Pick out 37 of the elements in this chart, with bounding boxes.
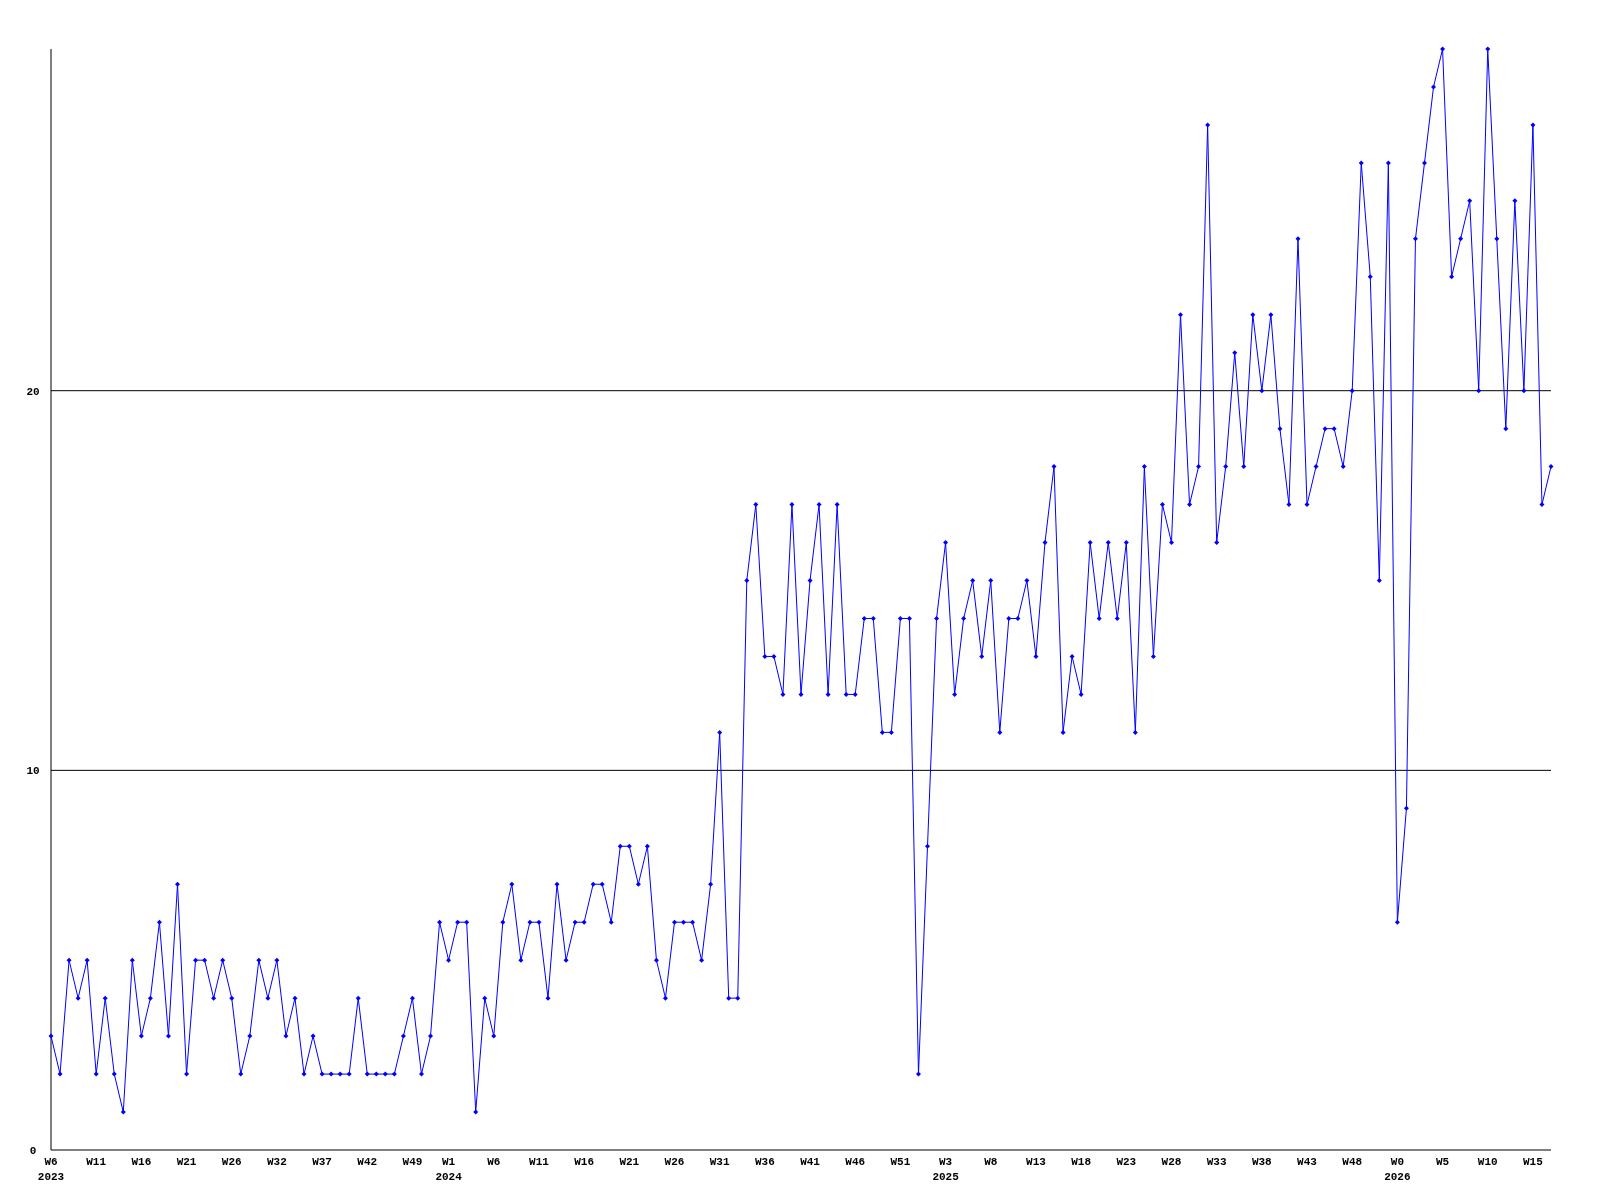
x-tick-label: W1 2024 [435,1156,463,1183]
x-tick-label: W28 [1161,1156,1182,1168]
x-tick-label: W43 [1297,1156,1318,1168]
x-tick-label: W11 [86,1156,107,1168]
x-tick-label: W48 [1342,1156,1363,1168]
x-tick-label: W15 [1523,1156,1544,1168]
y-tick-label: 10 [26,765,40,778]
x-tick-label: W16 [131,1156,152,1168]
x-tick-label: W0 2026 [1384,1156,1411,1183]
x-tick-label: W26 [664,1156,685,1168]
x-tick-label: W49 [402,1156,423,1168]
x-tick-label: W5 [1435,1156,1450,1168]
x-tick-label: W13 [1026,1156,1047,1168]
x-tick-label: W21 [176,1156,197,1168]
x-tick-label: W21 [619,1156,640,1168]
x-tick-label: W26 [221,1156,242,1168]
x-tick-label: W32 [267,1156,287,1168]
x-tick-label: W23 [1116,1156,1137,1168]
x-tick-label: W11 [529,1156,550,1168]
x-tick-label: W6 [487,1156,501,1168]
x-tick-label: W38 [1251,1156,1273,1168]
x-tick-label: W3 2025 [932,1156,960,1183]
y-tick-label: 0 [29,1145,37,1157]
x-tick-label: W16 [574,1156,595,1168]
x-tick-label: W33 [1206,1156,1227,1168]
x-tick-label: W10 [1477,1156,1498,1168]
x-tick-label: W18 [1071,1156,1092,1168]
x-tick-label: W31 [709,1156,730,1168]
x-tick-label: W42 [357,1156,378,1168]
x-tick-label: W6 2023 [37,1156,65,1183]
x-tick-label: W41 [800,1156,821,1168]
y-tick-label: 20 [26,385,40,398]
x-tick-label: W46 [845,1156,866,1168]
x-tick-label: W36 [754,1156,775,1168]
x-tick-label: W37 [312,1156,332,1168]
x-tick-label: W8 [984,1156,998,1168]
x-tick-label: W51 [890,1156,911,1168]
